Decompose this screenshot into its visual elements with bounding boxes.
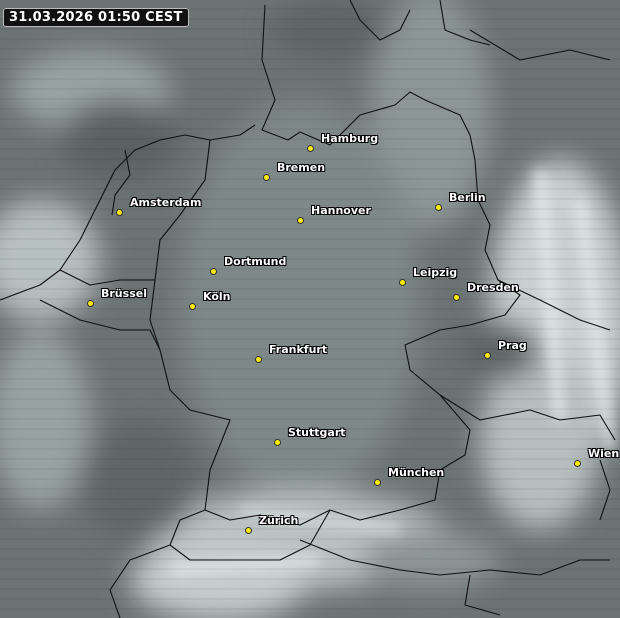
city-label: Amsterdam <box>130 196 202 209</box>
city-label: Brüssel <box>101 287 147 300</box>
city-label: Frankfurt <box>269 343 328 356</box>
city-label: Berlin <box>449 191 486 204</box>
city-label: Zürich <box>259 514 299 527</box>
city-label: Dortmund <box>224 255 287 268</box>
city-label: Dresden <box>467 281 519 294</box>
city-dot <box>116 209 123 216</box>
city-label: München <box>388 466 445 479</box>
city-dot <box>274 439 281 446</box>
city-dot <box>399 279 406 286</box>
city-dot <box>453 294 460 301</box>
city-dot <box>189 303 196 310</box>
city-label: Prag <box>498 339 527 352</box>
city-label: Stuttgart <box>288 426 346 439</box>
timestamp-label: 31.03.2026 01:50 CEST <box>3 8 189 27</box>
city-label: Bremen <box>277 161 326 174</box>
city-dot <box>210 268 217 275</box>
city-dot <box>374 479 381 486</box>
city-label: Köln <box>203 290 231 303</box>
city-dot <box>484 352 491 359</box>
city-dot <box>297 217 304 224</box>
city-dot <box>307 145 314 152</box>
city-label: Wien <box>588 447 620 460</box>
city-dot <box>263 174 270 181</box>
city-label: Hannover <box>311 204 371 217</box>
city-dot <box>255 356 262 363</box>
city-dot <box>245 527 252 534</box>
city-label: Leipzig <box>413 266 458 279</box>
city-dot <box>435 204 442 211</box>
city-dot <box>574 460 581 467</box>
city-label: Hamburg <box>321 132 379 145</box>
city-dot <box>87 300 94 307</box>
